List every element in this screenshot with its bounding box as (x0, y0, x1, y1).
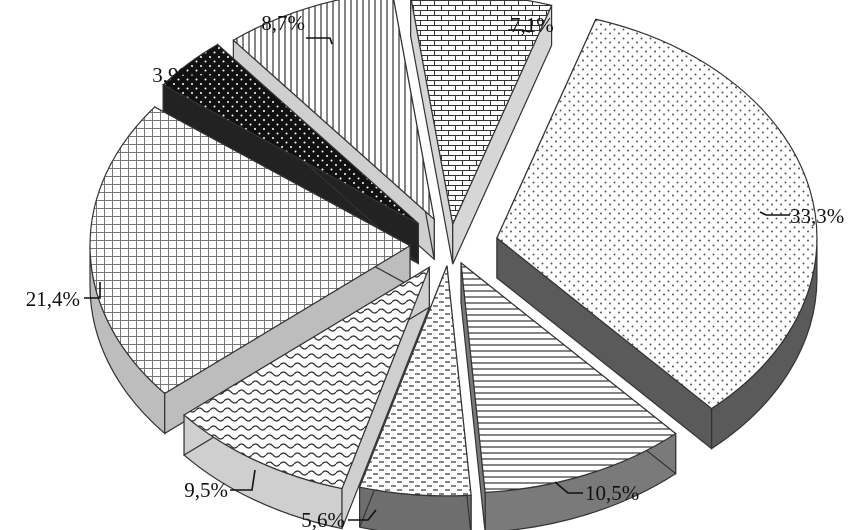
pie-slice-top (460, 261, 677, 493)
pie-slice (183, 265, 431, 530)
pie-labels: 33,3% 10,5% 5,6% 9,5% 21,4% 3,9% 8,7% 7,1% (26, 11, 845, 530)
leader-line (306, 37, 333, 45)
leader-line (759, 211, 790, 216)
pie-slice-top (410, 0, 553, 227)
slice-label: 9,5% (184, 478, 228, 502)
pie-slice-top (89, 106, 412, 395)
slice-label: 33,3% (790, 204, 844, 228)
pie-slice-top (232, 0, 436, 221)
leader-line (554, 481, 583, 494)
pie-slice-top (162, 43, 419, 225)
leader-line (198, 75, 215, 87)
slice-label: 10,5% (585, 481, 639, 505)
leader-line (84, 282, 101, 299)
slice-label: 7,1% (510, 13, 554, 37)
leader-line (230, 469, 256, 491)
slice-label: 5,6% (301, 508, 345, 530)
pie-slice-top (358, 265, 472, 497)
pie-slice-top (183, 265, 431, 490)
slice-label: 8,7% (261, 11, 305, 35)
pie-slice (496, 18, 818, 450)
pie-slices (89, 0, 818, 530)
pie-slice (89, 106, 412, 435)
pie-slice (460, 261, 677, 530)
leader-line (348, 509, 377, 521)
pie-slice (358, 265, 472, 530)
slice-label: 21,4% (26, 287, 80, 311)
slice-label: 3,9% (152, 63, 196, 87)
leader-line (508, 29, 531, 33)
pie-slice-top (496, 18, 818, 410)
pie-slice (410, 0, 553, 265)
